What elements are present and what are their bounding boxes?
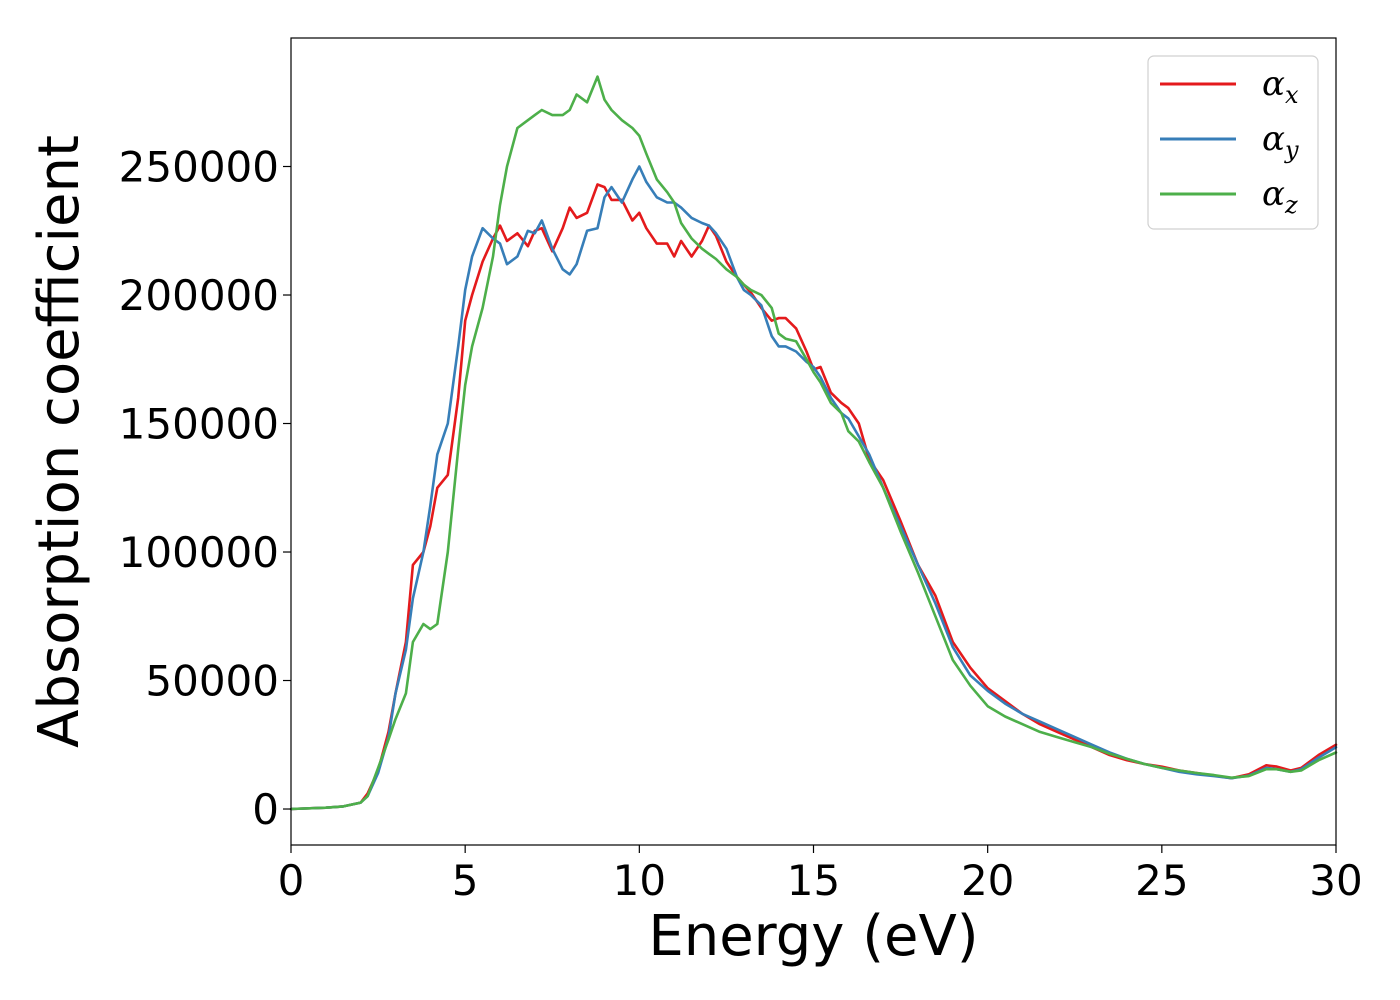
legend-entries: αx αy αz <box>1160 64 1299 219</box>
x-tick-label: 10 <box>613 856 666 905</box>
y-tick-label: 250000 <box>119 143 279 192</box>
y-tick-label: 150000 <box>119 400 279 449</box>
series-layer <box>289 75 1338 811</box>
y-tick-label: 50000 <box>145 657 279 706</box>
legend-label-alpha-x: αx <box>1262 64 1299 109</box>
x-tick-label: 20 <box>961 856 1014 905</box>
y-axis: 0 50000 100000 150000 200000 250000 <box>119 143 291 834</box>
x-tick-label: 30 <box>1309 856 1362 905</box>
x-axis: 0 5 10 15 20 25 30 <box>278 845 1363 905</box>
legend: αx αy αz <box>1147 55 1319 230</box>
x-tick-label: 5 <box>452 856 479 905</box>
y-tick-label: 200000 <box>119 271 279 320</box>
legend-label-alpha-z: αz <box>1262 174 1298 219</box>
x-tick-label: 25 <box>1135 856 1188 905</box>
x-tick-label: 15 <box>787 856 840 905</box>
y-tick-label: 0 <box>252 785 279 834</box>
legend-label-alpha-y: αy <box>1262 119 1299 164</box>
series-line-alpha-y <box>289 165 1338 811</box>
x-axis-title: Energy (eV) <box>648 904 978 969</box>
series-line-alpha-z <box>289 75 1338 811</box>
legend-box <box>1147 55 1319 230</box>
x-tick-label: 0 <box>278 856 305 905</box>
y-tick-label: 100000 <box>119 528 279 577</box>
y-axis-title: Absorption coefficient <box>27 135 92 748</box>
